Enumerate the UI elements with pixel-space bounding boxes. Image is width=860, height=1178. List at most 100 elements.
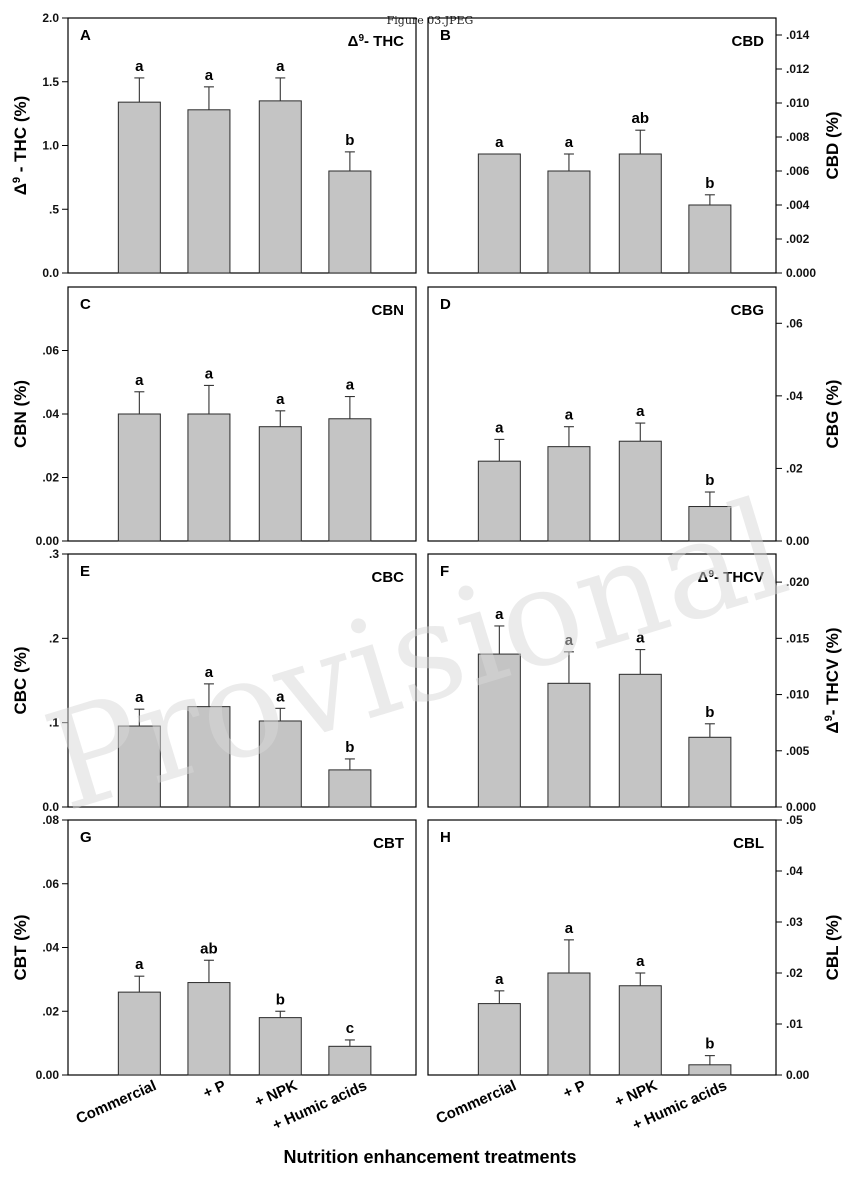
significance-letter: a	[565, 632, 574, 649]
significance-letter: a	[276, 58, 285, 75]
y-tick-label: 0.000	[786, 266, 816, 280]
panel-letter: B	[440, 27, 451, 44]
y-tick-label: 0.00	[786, 534, 810, 548]
significance-letter: b	[276, 991, 285, 1008]
panel-f: 0.000 .005 .010 .015 .020 Δ9- THCV (%) F Δ9- TH…	[427, 553, 842, 814]
y-tick-label: .04	[42, 407, 59, 421]
bar-1	[117, 991, 161, 1076]
panel-e: 0.0 .1 .2 .3 CBC (%) E CBC a a a b	[11, 547, 417, 814]
y-tick-label: .3	[49, 547, 59, 561]
bar-1	[477, 460, 521, 542]
x-axis-title: Nutrition enhancement treatments	[283, 1147, 576, 1167]
y-axis-label: Δ9 - THC (%)	[11, 96, 30, 196]
category-label: + P	[561, 1077, 589, 1102]
y-tick-label: .1	[49, 716, 59, 730]
y-axis-label: CBD (%)	[823, 112, 842, 180]
y-tick-label: .04	[786, 389, 803, 403]
significance-letter: ab	[200, 940, 218, 957]
y-tick-label: .06	[42, 877, 59, 891]
panel-g: 0.00 .02 .04 .06 .08 CBT (%) G CBT a ab b c Commerci…	[11, 813, 417, 1134]
y-tick-label: .004	[786, 198, 810, 212]
panel-h: 0.00 .01 .02 .03 .04 .05 CBL (%) H CBL a a a b Commer…	[427, 813, 842, 1134]
category-label: Commercial	[434, 1077, 519, 1127]
bar-2	[547, 446, 591, 542]
bar-3	[258, 100, 302, 274]
significance-letter: a	[135, 372, 144, 389]
panel-frame	[427, 286, 777, 542]
category-label: + P	[201, 1077, 229, 1102]
significance-letter: a	[495, 606, 504, 623]
significance-letter: a	[135, 58, 144, 75]
panel-a: 0.0 .5 1.0 1.5 2.0 Δ9 - THC (%) A Δ9- THC a a a b	[11, 11, 417, 280]
bar-2	[547, 170, 591, 274]
y-tick-label: .05	[786, 813, 803, 827]
bar-2	[547, 972, 591, 1076]
bar-1	[117, 101, 161, 274]
y-tick-label: 0.00	[786, 1068, 810, 1082]
bar-3	[258, 1017, 302, 1076]
bar-2	[187, 982, 231, 1076]
panel-letter: A	[80, 27, 91, 44]
significance-letter: b	[345, 132, 354, 149]
panel-letter: E	[80, 563, 90, 580]
y-tick-label: 1.5	[42, 75, 59, 89]
y-tick-label: 0.0	[42, 800, 59, 814]
y-axis-label: CBN (%)	[11, 380, 30, 448]
significance-letter: a	[636, 953, 645, 970]
y-tick-label: .005	[786, 744, 810, 758]
y-tick-label: .5	[49, 202, 59, 216]
bar-2	[187, 706, 231, 808]
panel-frame	[427, 819, 777, 1076]
significance-letter: b	[705, 472, 714, 489]
y-tick-label: .04	[786, 864, 803, 878]
category-label: Commercial	[74, 1077, 159, 1127]
bar-1	[477, 153, 521, 274]
significance-letter: b	[345, 739, 354, 756]
significance-letter: b	[705, 1036, 714, 1053]
significance-letter: a	[636, 630, 645, 647]
y-axis-label: CBG (%)	[823, 380, 842, 449]
y-tick-label: 0.00	[36, 1068, 60, 1082]
panel-title: Δ9- THCV	[698, 569, 764, 587]
bar-1	[477, 653, 521, 808]
y-tick-label: 2.0	[42, 11, 59, 25]
y-tick-label: 0.00	[36, 534, 60, 548]
significance-letter: c	[346, 1020, 354, 1037]
bar-3	[618, 985, 662, 1076]
bar-4	[328, 418, 372, 542]
panel-letter: G	[80, 829, 92, 846]
bar-4	[328, 1045, 372, 1076]
chart-panels: 0.0.51.01.52.0Δ9 - THC (%)A Δ9- THCaaab0.…	[11, 11, 842, 1134]
bar-3	[618, 673, 662, 808]
panel-title: CBC	[372, 569, 405, 586]
significance-letter: a	[276, 391, 285, 408]
bar-3	[258, 426, 302, 542]
y-tick-label: .06	[786, 316, 803, 330]
category-label: + NPK	[612, 1077, 660, 1111]
significance-letter: a	[205, 664, 214, 681]
y-tick-label: .04	[42, 941, 59, 955]
significance-letter: a	[565, 920, 574, 937]
y-axis-label: CBC (%)	[11, 647, 30, 715]
bar-4	[688, 1064, 732, 1076]
panel-title: CBG	[731, 302, 764, 319]
bar-3	[258, 720, 302, 808]
panel-d: 0.00 .02 .04 .06 CBG (%) D CBG a a a b	[427, 286, 842, 548]
y-tick-label: .012	[786, 62, 810, 76]
panel-b: 0.000 .002 .004 .006 .008 .010 .012 .014 CBD (%)…	[427, 17, 842, 280]
significance-letter: a	[495, 134, 504, 151]
significance-letter: a	[565, 134, 574, 151]
y-tick-label: .01	[786, 1017, 803, 1031]
panel-letter: H	[440, 829, 451, 846]
significance-letter: a	[205, 67, 214, 84]
significance-letter: a	[495, 971, 504, 988]
y-tick-label: 1.0	[42, 139, 59, 153]
y-tick-label: 0.0	[42, 266, 59, 280]
bar-2	[547, 682, 591, 808]
y-axis-label: CBL (%)	[823, 915, 842, 981]
bar-4	[328, 170, 372, 274]
panel-title: CBT	[373, 835, 404, 852]
panel-title: Δ9- THC	[348, 33, 405, 51]
bar-4	[688, 204, 732, 274]
bar-1	[117, 413, 161, 542]
